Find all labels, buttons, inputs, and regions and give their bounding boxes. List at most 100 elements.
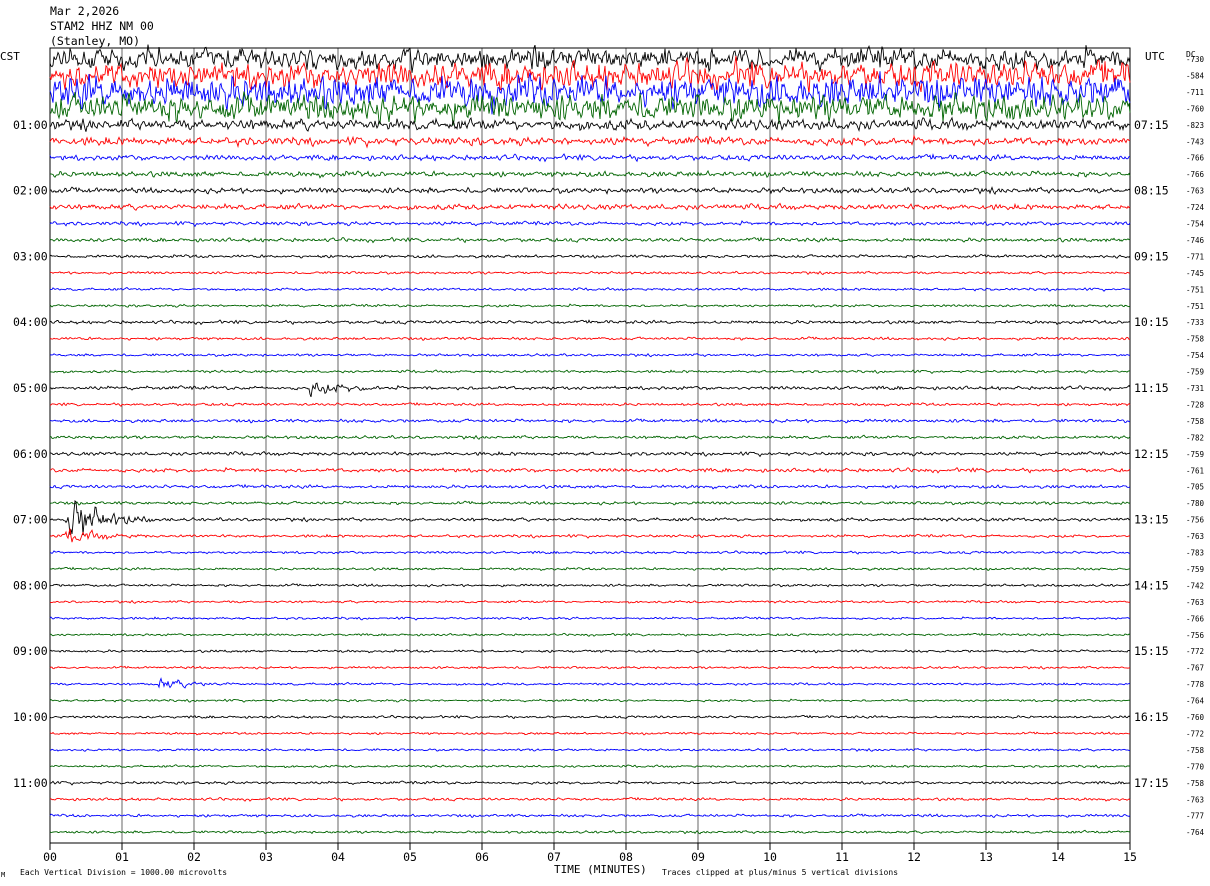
- trace-5: [49, 134, 1131, 149]
- dc-offset-label: -705: [1186, 483, 1204, 492]
- trace-25: [49, 466, 1131, 474]
- dc-offset-label: -751: [1186, 302, 1204, 311]
- dc-offset-label: -763: [1186, 187, 1204, 196]
- x-axis-title: TIME (MINUTES): [554, 863, 647, 876]
- trace-33: [49, 599, 1131, 604]
- left-hour-label: 11:00: [13, 776, 48, 790]
- x-tick-label: 02: [187, 850, 201, 864]
- dc-offset-label: -751: [1186, 285, 1204, 294]
- trace-37: [49, 665, 1131, 670]
- right-hour-label: 15:15: [1134, 644, 1169, 658]
- left-hour-label: 07:00: [13, 513, 48, 527]
- trace-35: [49, 632, 1131, 637]
- dc-offset-label: -731: [1186, 384, 1204, 393]
- trace-26: [49, 483, 1131, 490]
- left-hour-label: 06:00: [13, 447, 48, 461]
- trace-10: [49, 220, 1131, 228]
- plot-frame: [49, 47, 1131, 844]
- dc-offset-label: -770: [1186, 762, 1205, 771]
- dc-offset-label: -763: [1186, 532, 1204, 541]
- plot-date: Mar 2,2026: [50, 4, 120, 18]
- trace-42: [49, 747, 1131, 752]
- left-hour-label: 03:00: [13, 249, 48, 263]
- trace-4: [49, 116, 1131, 132]
- dc-offset-label: -777: [1186, 812, 1204, 821]
- left-hour-label: 01:00: [13, 118, 48, 132]
- right-hour-label: 08:15: [1134, 184, 1169, 198]
- trace-12: [49, 253, 1131, 259]
- trace-2: [49, 71, 1131, 115]
- dc-offset-label: -761: [1186, 466, 1204, 475]
- dc-offset-label: -754: [1186, 351, 1205, 360]
- x-tick-label: 12: [907, 850, 921, 864]
- trace-19: [49, 369, 1131, 375]
- x-tick-label: 01: [115, 850, 129, 864]
- trace-9: [49, 202, 1131, 211]
- dc-offset-label: -758: [1186, 746, 1205, 755]
- station-location: (Stanley, MO): [50, 34, 141, 48]
- dc-offset-label: -772: [1186, 647, 1204, 656]
- trace-0: [49, 44, 1131, 73]
- left-hour-label: 02:00: [13, 184, 48, 198]
- trace-36: [49, 649, 1131, 654]
- left-hour-label: 09:00: [13, 644, 48, 658]
- station-code: STAM2 HHZ NM 00: [50, 19, 154, 33]
- dc-offset-label: -584: [1186, 71, 1205, 80]
- trace-30: [49, 550, 1130, 555]
- dc-offset-label: -782: [1186, 433, 1204, 442]
- x-tick-label: 10: [763, 850, 777, 864]
- trace-45: [49, 796, 1131, 802]
- trace-43: [49, 764, 1131, 769]
- x-tick-label: 04: [331, 850, 345, 864]
- trace-11: [49, 236, 1131, 244]
- trace-14: [49, 286, 1131, 292]
- right-hour-label: 10:15: [1134, 315, 1169, 329]
- x-tick-label: 00: [43, 850, 57, 864]
- left-hour-label: 10:00: [13, 710, 48, 724]
- x-tick-label: 06: [475, 850, 489, 864]
- trace-38: [49, 677, 1131, 689]
- dc-offset-label: -758: [1186, 417, 1205, 426]
- dc-offset-label: -764: [1186, 828, 1205, 837]
- x-tick-label: 13: [979, 850, 993, 864]
- trace-46: [49, 813, 1131, 818]
- dc-offset-label: -766: [1186, 154, 1205, 163]
- dc-offset-label: -742: [1186, 581, 1204, 590]
- dc-offset-label: -754: [1186, 220, 1205, 229]
- right-hour-label: 07:15: [1134, 118, 1169, 132]
- x-tick-label: 09: [691, 850, 705, 864]
- left-timezone-label: CST: [0, 50, 20, 63]
- dc-offset-label: -759: [1186, 450, 1204, 459]
- dc-offset-label: -758: [1186, 335, 1205, 344]
- dc-offset-label: -763: [1186, 795, 1204, 804]
- trace-17: [49, 336, 1131, 341]
- dc-offset-label: -711: [1186, 88, 1204, 97]
- dc-offset-label: -758: [1186, 779, 1205, 788]
- dc-offset-label: -730: [1186, 55, 1205, 64]
- trace-18: [49, 352, 1131, 358]
- trace-6: [49, 153, 1131, 163]
- trace-16: [49, 319, 1131, 326]
- trace-8: [49, 186, 1131, 196]
- dc-offset-label: -783: [1186, 549, 1204, 558]
- dc-offset-label: -823: [1186, 121, 1204, 130]
- dc-offset-label: -766: [1186, 614, 1205, 623]
- corner-mark: M: [1, 871, 6, 879]
- x-tick-label: 08: [619, 850, 633, 864]
- dc-offset-label: -728: [1186, 400, 1205, 409]
- trace-39: [49, 698, 1131, 703]
- right-hour-label: 12:15: [1134, 447, 1169, 461]
- dc-offset-label: -780: [1186, 499, 1205, 508]
- scale-note: Each Vertical Division = 1000.00 microvo…: [20, 868, 228, 877]
- trace-29: [49, 528, 1131, 543]
- trace-3: [49, 91, 1131, 126]
- right-timezone-label: UTC: [1145, 50, 1165, 63]
- x-tick-label: 03: [259, 850, 273, 864]
- right-hour-label: 11:15: [1134, 381, 1169, 395]
- trace-34: [49, 616, 1131, 621]
- trace-7: [50, 169, 1131, 179]
- x-tick-label: 11: [835, 850, 849, 864]
- dc-offset-label: -733: [1186, 318, 1204, 327]
- dc-offset-label: -724: [1186, 203, 1205, 212]
- right-hour-label: 14:15: [1134, 578, 1169, 592]
